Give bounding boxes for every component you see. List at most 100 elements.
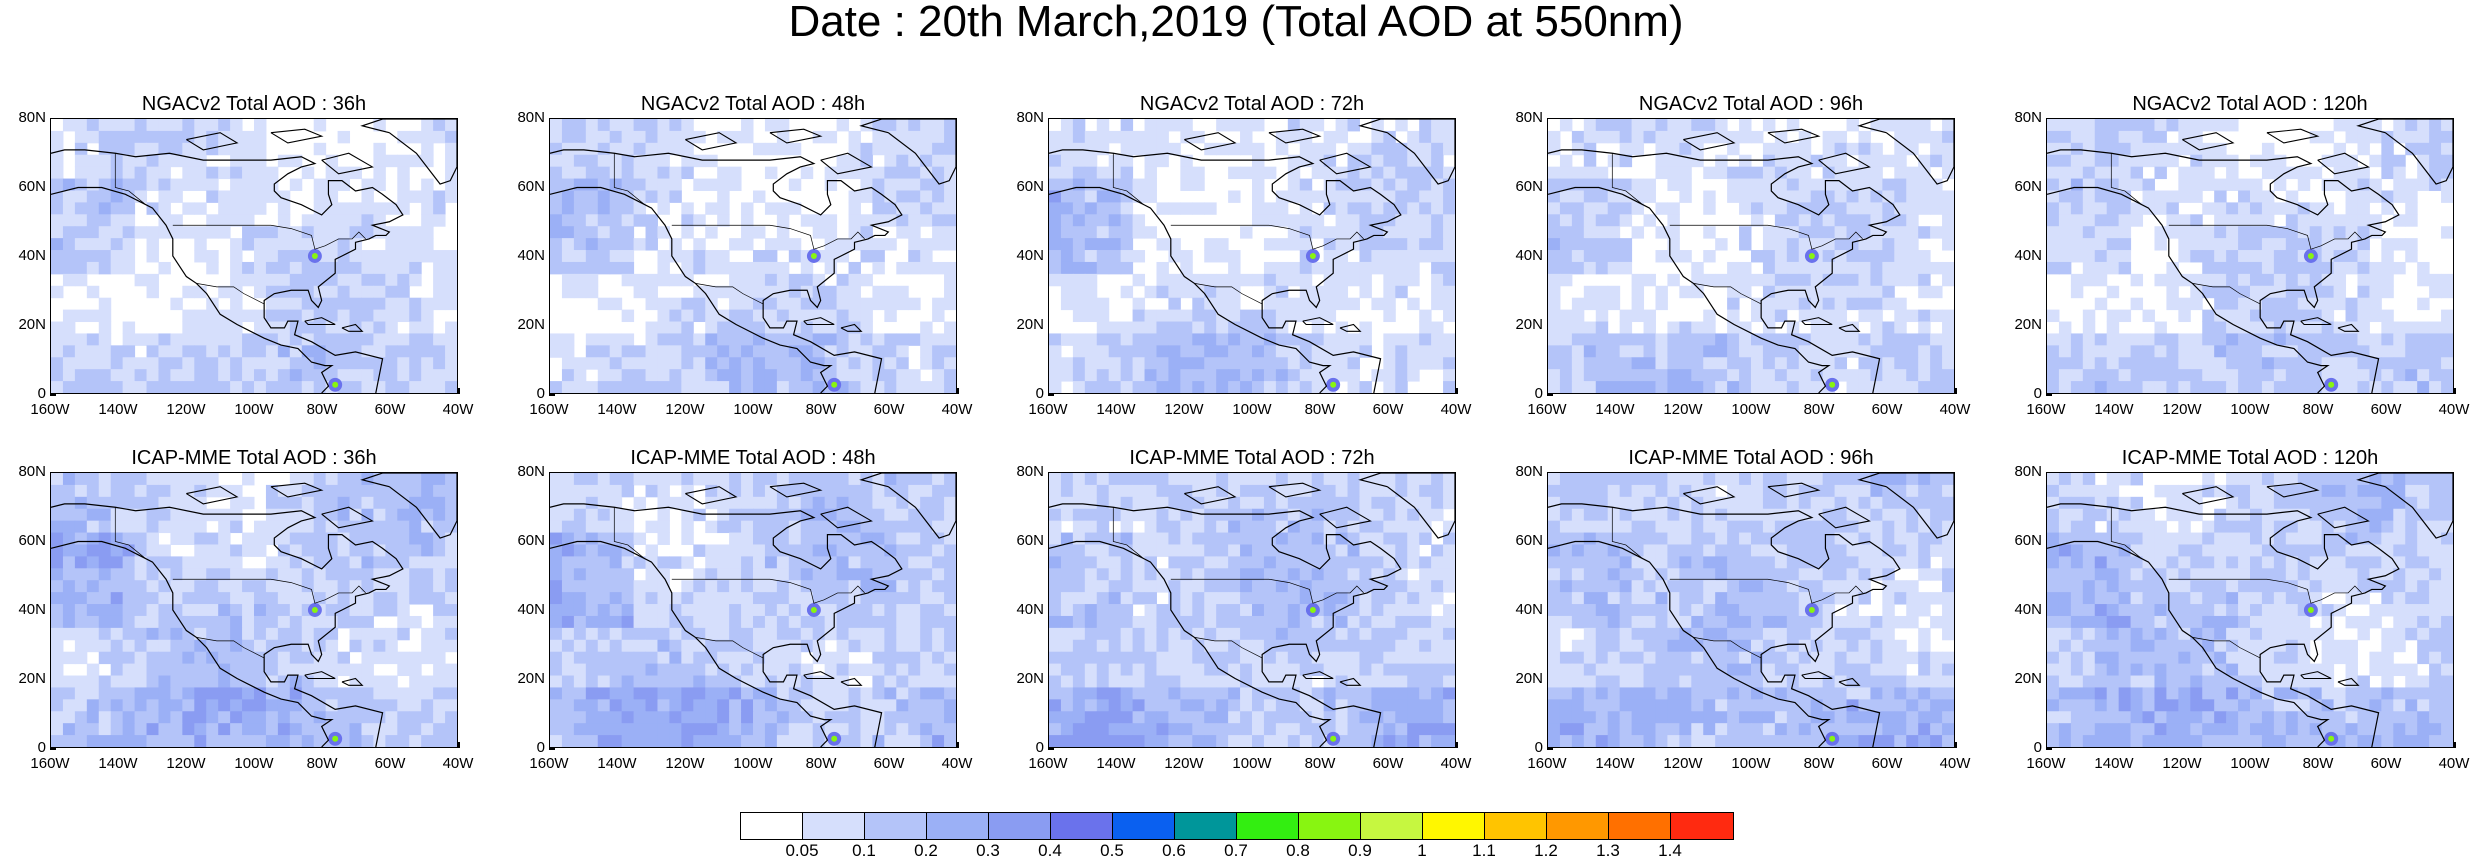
aod-cell (385, 651, 398, 665)
aod-cell (146, 381, 159, 393)
aod-cell (1894, 345, 1907, 358)
aod-cell (2357, 250, 2370, 263)
aod-cell (51, 285, 64, 299)
aod-cell (385, 309, 398, 323)
aod-cell (764, 604, 778, 617)
aod-cell (2405, 190, 2418, 203)
aod-cell (573, 496, 587, 510)
aod-cell (2082, 166, 2096, 180)
aod-cell (445, 675, 457, 688)
aod-cell (1631, 369, 1645, 382)
coastline-island (820, 506, 873, 529)
aod-cell (1786, 261, 1800, 275)
aod-cell (445, 735, 457, 747)
aod-cell (2106, 178, 2120, 191)
aod-cell (218, 627, 231, 641)
aod-cell (812, 723, 826, 736)
aod-cell (1786, 226, 1800, 239)
aod-cell (1858, 309, 1871, 323)
aod-cell (277, 687, 291, 700)
aod-cell (1204, 484, 1217, 498)
aod-cell (1607, 214, 1621, 227)
aod-cell (681, 484, 694, 498)
aod-cell (944, 214, 956, 227)
aod-cell (158, 381, 171, 393)
aod-cell (1216, 473, 1229, 486)
aod-cell (206, 345, 219, 358)
aod-cell (1347, 297, 1360, 311)
aod-cell (254, 687, 267, 700)
aod-cell (397, 544, 410, 557)
aod-cell (824, 615, 838, 629)
aod-cell (896, 190, 909, 203)
aod-cell (944, 544, 956, 557)
aod-cell (908, 473, 921, 486)
aod-cell (1739, 166, 1752, 180)
aod-cell (2345, 261, 2358, 275)
aod-cell (920, 627, 933, 641)
aod-cell (1311, 261, 1325, 275)
aod-cell (872, 261, 885, 275)
aod-cell (788, 238, 802, 251)
aod-cell (86, 532, 100, 545)
aod-cell (872, 345, 885, 358)
aod-cell (397, 711, 410, 724)
aod-cell (1216, 484, 1229, 498)
aod-cell (1275, 369, 1289, 382)
aod-cell (1060, 250, 1074, 263)
aod-cell (134, 190, 148, 203)
aod-cell (2082, 309, 2096, 323)
aod-cell (788, 381, 802, 393)
aod-cell (1810, 214, 1824, 227)
aod-cell (729, 592, 742, 605)
aod-cell (349, 357, 362, 370)
aod-cell (2226, 381, 2239, 393)
aod-cell (1395, 250, 1408, 263)
aod-cell (1643, 345, 1656, 358)
aod-cell (2405, 238, 2418, 251)
aod-cell (1072, 226, 1086, 239)
aod-cell (2190, 238, 2203, 251)
aod-cell (349, 735, 362, 747)
aod-cell (74, 226, 88, 239)
aod-cell (385, 333, 398, 346)
aod-cell (182, 321, 195, 334)
aod-cell (2118, 154, 2132, 168)
aod-peak (831, 381, 838, 388)
aod-cell (230, 369, 243, 382)
aod-cell (1359, 321, 1372, 334)
aod-cell (693, 285, 706, 299)
aod-cell (1347, 154, 1360, 168)
aod-cell (194, 711, 207, 724)
aod-cell (1049, 484, 1062, 498)
aod-cell (1583, 166, 1597, 180)
aod-cell (932, 119, 945, 132)
aod-cell (1383, 261, 1396, 275)
aod-cell (2297, 309, 2311, 323)
aod-cell (98, 675, 112, 688)
coastline-island (840, 677, 863, 686)
aod-cell (920, 568, 933, 581)
aod-cell (1858, 154, 1871, 168)
aod-cell (230, 687, 243, 700)
lat-tick-label: 20N (517, 316, 545, 333)
aod-cell (1060, 273, 1074, 287)
lon-tick-label: 140W (597, 401, 637, 418)
aod-cell (1156, 238, 1169, 251)
lon-tick-label: 120W (166, 401, 206, 418)
aod-cell (2357, 190, 2370, 203)
aod-cell (349, 544, 362, 557)
aod-cell (361, 735, 374, 747)
aod-cell (2405, 369, 2418, 382)
aod-cell (2357, 273, 2370, 287)
aod-cell (1822, 142, 1836, 156)
aod-cell (2226, 297, 2239, 311)
aod-cell (2142, 345, 2155, 358)
aod-cell (633, 556, 647, 569)
aod-cell (1407, 190, 1420, 203)
aod-cell (301, 261, 315, 275)
aod-cell (206, 333, 219, 346)
aod-cell (301, 473, 315, 486)
aod-cell (86, 250, 100, 263)
aod-cell (51, 627, 64, 641)
